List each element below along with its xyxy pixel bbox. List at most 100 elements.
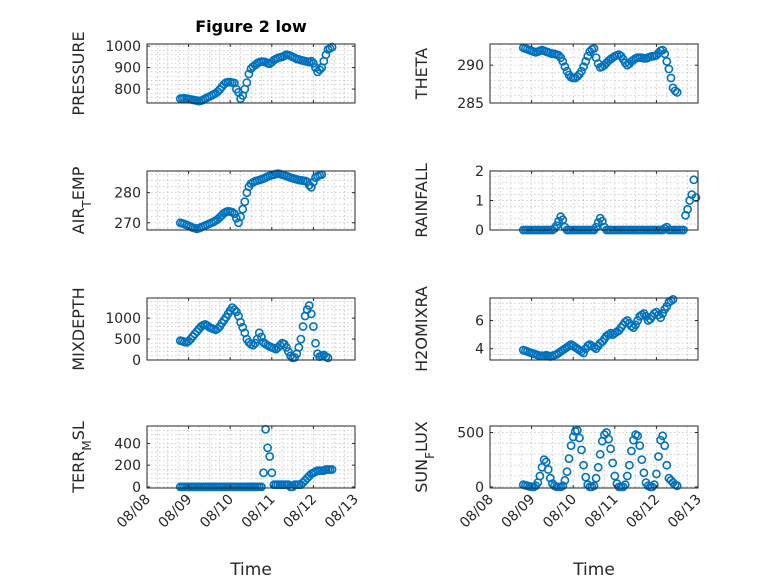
axes-box — [146, 425, 356, 489]
data-point — [263, 443, 272, 453]
y-tick-label: 400 — [114, 436, 141, 452]
data-point — [656, 435, 665, 445]
data-point — [633, 316, 643, 325]
data-point — [250, 338, 260, 348]
y-tick-label: 270 — [114, 216, 141, 232]
x-tick-label: 08/08 — [457, 492, 497, 532]
data-point — [631, 320, 640, 330]
data-point — [589, 481, 599, 491]
subplot-theta: 285 290 THETA — [412, 43, 699, 112]
data-point — [579, 62, 588, 72]
data-point — [608, 458, 618, 468]
data-point — [591, 473, 601, 483]
y-tick-label: 1000 — [105, 39, 141, 55]
data-point — [539, 455, 549, 465]
subplot-pressure: 800 900 1000 PRESSURE Figure 2 low — [69, 17, 356, 116]
data-point — [306, 309, 316, 319]
data-point — [627, 446, 636, 456]
x-tick-label: 08/08 — [114, 492, 154, 532]
data-point — [581, 57, 591, 66]
data-point — [610, 471, 620, 481]
y-tick-label: 200 — [114, 458, 141, 474]
x-tick-label: 08/12 — [623, 492, 663, 532]
data-point — [281, 342, 291, 352]
data-point — [308, 177, 318, 187]
y-axis-label: THETA — [412, 48, 431, 100]
data-point — [672, 88, 682, 97]
y-tick-label: 4 — [475, 342, 484, 358]
data-point — [231, 213, 241, 223]
data-point — [229, 305, 239, 315]
data-point — [254, 328, 264, 338]
data-point — [306, 182, 316, 192]
data-point — [248, 340, 258, 350]
data-point — [639, 468, 649, 478]
data-point — [554, 50, 563, 60]
x-tick-label: 08/10 — [540, 492, 580, 532]
data-point — [573, 425, 582, 435]
data-point — [633, 431, 643, 441]
y-tick-label: 0 — [132, 480, 141, 496]
x-axis-label: Time — [229, 560, 272, 580]
data-point — [190, 329, 200, 339]
y-tick-label: 900 — [114, 61, 141, 77]
data-point — [535, 471, 545, 481]
x-tick-label: 08/11 — [582, 492, 622, 532]
data-point — [238, 204, 248, 214]
data-point — [668, 294, 678, 304]
axes-box — [146, 297, 356, 361]
y-tick-label: 800 — [114, 82, 141, 98]
data-point — [625, 460, 634, 470]
axes-box — [489, 297, 699, 361]
data-point — [606, 444, 615, 454]
data-point — [662, 460, 672, 470]
x-axis-label: Time — [572, 560, 615, 580]
subplot-terr_msl: 0 200 400 08/08 08/09 08/10 08/11 08/12 08/13 Tim… — [69, 421, 362, 580]
plot-area — [146, 425, 356, 489]
data-point — [311, 338, 320, 348]
data-point — [323, 353, 333, 363]
y-tick-label: 500 — [457, 426, 484, 442]
y-axis-label: H2OMIXRA — [412, 286, 431, 372]
axes-box — [489, 43, 699, 104]
data-point — [658, 431, 667, 441]
data-point — [306, 56, 316, 66]
axes-box — [146, 43, 356, 104]
data-point — [267, 468, 277, 478]
data-point — [562, 467, 572, 477]
data-point — [304, 301, 314, 310]
data-point — [654, 452, 663, 461]
data-point — [591, 222, 601, 232]
data-point — [618, 482, 628, 492]
x-tick-label: 08/09 — [156, 492, 196, 532]
data-point — [560, 62, 570, 72]
y-tick-label: 0 — [475, 223, 484, 239]
y-axis-label: TERRMSL — [69, 421, 94, 494]
x-tick-label: 08/13 — [665, 492, 705, 532]
axes-box — [489, 425, 699, 489]
data-point — [238, 322, 248, 332]
data-point — [552, 221, 561, 230]
data-point — [236, 212, 245, 222]
y-axis-label: PRESSURE — [69, 31, 88, 115]
data-point — [256, 482, 266, 492]
data-point — [593, 218, 603, 227]
data-point — [568, 432, 578, 442]
data-point — [545, 473, 555, 483]
data-point — [560, 475, 570, 485]
data-point — [541, 457, 551, 467]
data-point — [564, 454, 574, 463]
data-point — [566, 441, 576, 450]
data-point — [622, 471, 632, 481]
data-point — [662, 57, 672, 66]
y-axis-label: MIXDEPTH — [69, 287, 88, 370]
y-axis-label: AIRTEMP — [69, 166, 94, 234]
data-point — [589, 44, 599, 53]
x-tick-label: 08/10 — [197, 492, 237, 532]
x-tick-label: 08/13 — [322, 492, 362, 532]
subplot-air_temp: 270 280 AIRTEMP — [69, 166, 356, 234]
data-point — [595, 449, 605, 459]
data-point — [213, 324, 223, 333]
data-point — [242, 78, 252, 87]
data-point — [298, 322, 308, 331]
